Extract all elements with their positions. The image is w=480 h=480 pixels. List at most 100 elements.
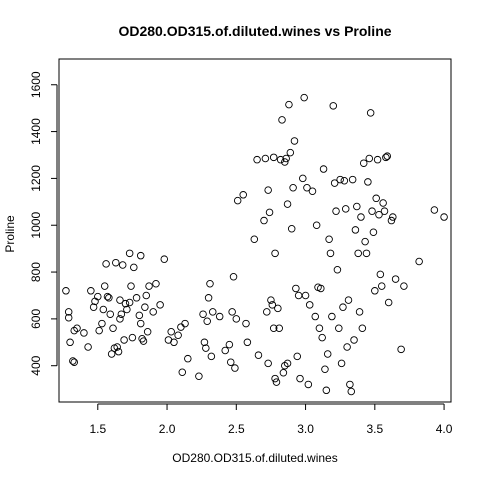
data-point: [142, 291, 151, 300]
data-point: [335, 324, 343, 332]
data-point: [204, 294, 213, 302]
data-point: [384, 298, 393, 307]
data-point: [366, 109, 375, 117]
data-point: [343, 343, 351, 351]
data-point: [152, 280, 160, 288]
data-point: [372, 194, 380, 203]
data-point: [132, 294, 141, 302]
data-point: [269, 324, 278, 332]
data-point: [296, 374, 304, 383]
data-point: [112, 258, 120, 267]
data-point: [285, 100, 293, 109]
data-point: [430, 206, 439, 214]
data-point: [149, 308, 157, 316]
data-point: [317, 284, 325, 293]
data-point: [87, 287, 95, 295]
data-point: [253, 155, 261, 164]
data-point: [274, 304, 282, 313]
data-point: [203, 317, 211, 325]
data-point: [80, 329, 88, 337]
data-point: [325, 235, 333, 244]
data-point: [336, 175, 344, 184]
data-point: [206, 280, 214, 288]
data-point: [89, 303, 98, 311]
data-point: [373, 155, 382, 164]
data-point: [69, 357, 77, 365]
data-point: [103, 292, 112, 301]
data-point: [287, 224, 296, 233]
data-point: [281, 158, 289, 166]
data-point: [329, 102, 338, 110]
data-point: [215, 312, 224, 321]
data-point: [304, 380, 313, 389]
x-tick-label: 3.0: [297, 422, 314, 436]
data-point: [303, 184, 311, 192]
data-point: [139, 337, 148, 345]
data-point: [64, 313, 73, 322]
data-point: [127, 282, 135, 290]
x-tick-label: 1.5: [89, 422, 106, 436]
data-point: [357, 213, 365, 221]
data-point: [228, 308, 236, 316]
data-point: [114, 347, 123, 356]
x-tick-label: 4.0: [436, 422, 453, 436]
data-point: [99, 305, 108, 314]
data-point: [322, 386, 331, 395]
data-point: [355, 308, 364, 316]
data-point: [123, 305, 131, 314]
data-point: [382, 153, 390, 162]
data-point: [330, 179, 339, 187]
data-point: [117, 310, 126, 318]
data-point: [95, 326, 103, 335]
data-point: [250, 235, 259, 244]
data-point: [118, 261, 127, 269]
data-point: [239, 191, 247, 199]
data-point: [351, 226, 360, 234]
data-point: [362, 249, 371, 258]
data-point: [120, 336, 128, 344]
data-point: [377, 282, 386, 290]
data-point: [376, 270, 385, 279]
data-point: [181, 319, 189, 328]
data-point: [323, 350, 332, 358]
data-point: [107, 350, 116, 358]
y-axis: 400 600 800 1000 1200 1400 1600: [29, 71, 58, 376]
data-point: [128, 333, 137, 342]
data-point: [106, 310, 115, 318]
data-point: [344, 296, 353, 304]
data-point: [264, 186, 272, 194]
data-point: [135, 311, 144, 320]
data-point: [116, 296, 124, 304]
data-point: [383, 152, 392, 160]
y-axis-label: Proline: [3, 215, 17, 253]
data-point: [94, 292, 102, 301]
data-point: [70, 358, 78, 366]
data-point: [242, 319, 250, 328]
data-point: [282, 154, 290, 163]
data-point: [400, 282, 408, 290]
data-point: [300, 93, 308, 102]
data-point: [293, 352, 301, 361]
x-tick-label: 3.5: [366, 422, 383, 436]
x-tick-label: 2.0: [159, 422, 176, 436]
data-point: [341, 205, 350, 213]
data-point: [305, 301, 314, 309]
data-point: [337, 359, 346, 368]
data-point: [380, 207, 389, 215]
data-point: [125, 298, 134, 307]
data-point: [231, 364, 239, 372]
data-point: [371, 287, 379, 295]
data-point: [64, 308, 73, 316]
data-point: [389, 213, 397, 221]
data-point: [98, 319, 106, 328]
x-axis: 1.5 2.0 2.5 3.0 3.5 4.0: [89, 403, 453, 436]
data-point: [319, 165, 328, 173]
data-point: [102, 260, 110, 268]
data-point: [340, 176, 349, 185]
data-point: [354, 249, 362, 258]
data-point: [283, 200, 292, 208]
data-point: [136, 319, 145, 328]
data-point: [364, 178, 372, 186]
data-point: [156, 301, 164, 309]
data-point: [178, 368, 187, 377]
